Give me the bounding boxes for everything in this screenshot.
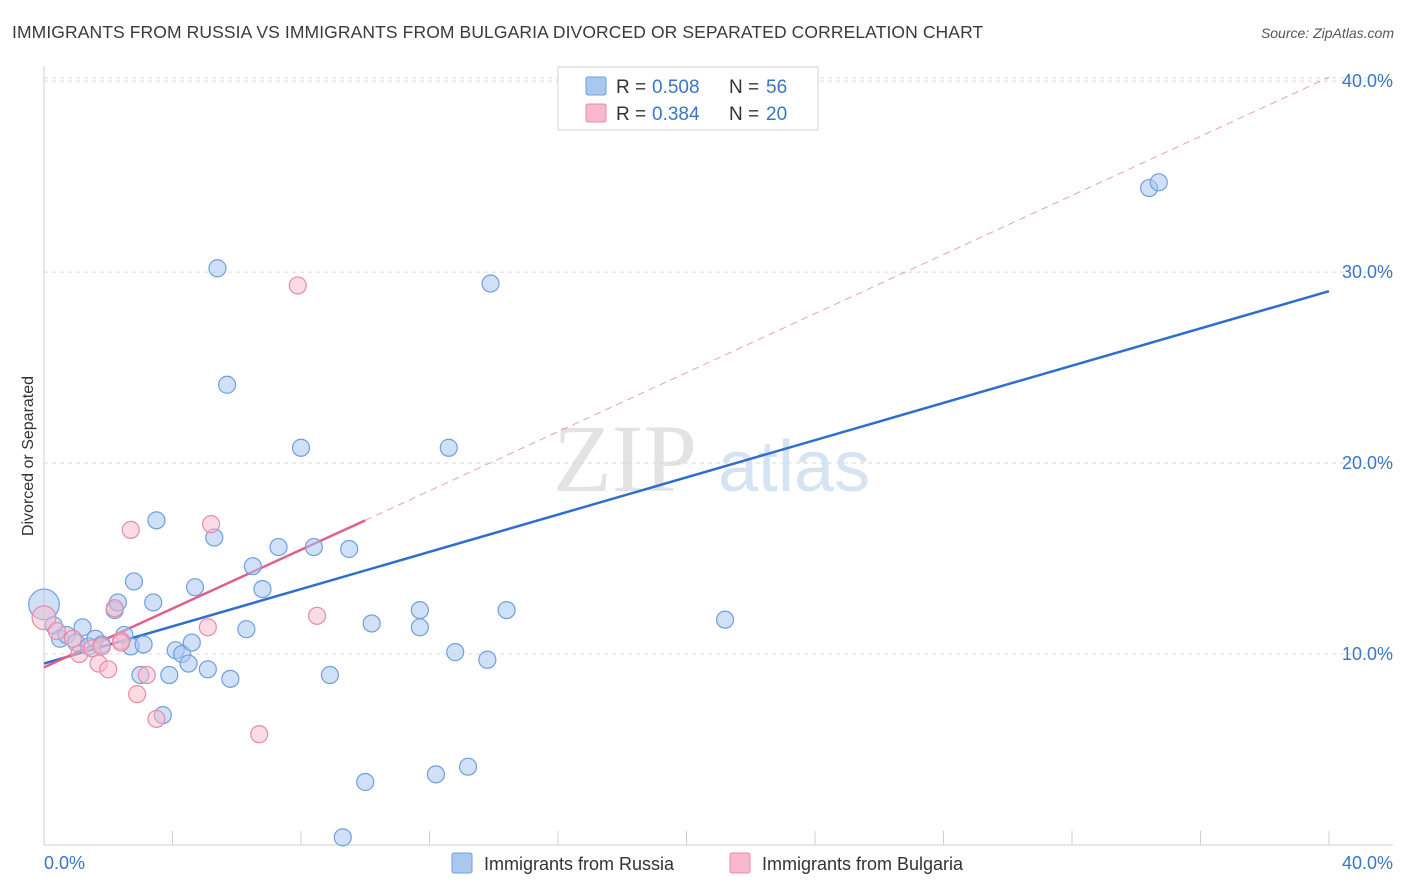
bottom-legend-bulgaria-label: Immigrants from Bulgaria <box>762 854 964 874</box>
y-tick-label-40: 40.0% <box>1342 71 1393 91</box>
legend-russia-r-value: 0.508 <box>652 77 700 98</box>
legend-bulgaria-swatch <box>585 103 607 123</box>
russia-point-48 <box>481 274 500 293</box>
legend-russia-swatch <box>585 76 607 96</box>
legend-russia-n-label: N = <box>729 77 759 98</box>
russia-point-33 <box>269 537 288 557</box>
bulgaria-point-19 <box>111 633 131 652</box>
legend-bulgaria-r-value: 0.384 <box>652 104 700 125</box>
bulgaria-point-15 <box>201 515 221 534</box>
russia-point-36 <box>320 665 340 685</box>
russia-point-47 <box>478 650 497 669</box>
russia-point-23 <box>182 633 201 652</box>
y-tick-label-20: 20.0% <box>1342 453 1393 473</box>
correlation-legend: R = 0.508 N = 56 R = 0.384 N = 20 <box>557 66 819 131</box>
russia-point-19 <box>160 665 179 685</box>
bulgaria-point-2 <box>63 629 83 648</box>
russia-point-50 <box>715 610 735 629</box>
watermark-atlas: atlas <box>718 427 870 507</box>
russia-point-13 <box>124 572 144 591</box>
russia-point-32 <box>253 579 272 599</box>
bulgaria-point-1 <box>47 622 66 641</box>
russia-point-34 <box>291 438 311 457</box>
bottom-legend-russia-swatch <box>451 852 473 874</box>
chart-title: IMMIGRANTS FROM RUSSIA VS IMMIGRANTS FRO… <box>12 22 984 42</box>
russia-point-15 <box>134 635 153 654</box>
russia-point-44 <box>439 438 458 457</box>
series-legend: Immigrants from Russia Immigrants from B… <box>451 852 964 874</box>
y-tick-label-10: 10.0% <box>1342 644 1393 664</box>
x-tick-label-max: 40.0% <box>1342 853 1393 873</box>
bulgaria-point-17 <box>288 276 307 295</box>
russia-point-40 <box>362 614 381 633</box>
legend-bulgaria-n-value: 20 <box>766 104 787 125</box>
bulgaria-point-0 <box>31 605 57 631</box>
russia-point-35 <box>304 537 323 557</box>
x-tick-label-min: 0.0% <box>44 853 85 873</box>
russia-point-52 <box>1149 173 1168 192</box>
russia-point-46 <box>458 757 478 776</box>
bottom-legend-bulgaria-swatch <box>729 852 751 874</box>
russia-point-37 <box>333 828 352 847</box>
bulgaria-point-12 <box>137 665 156 685</box>
russia-point-16 <box>144 593 163 612</box>
bulgaria-point-18 <box>307 606 327 625</box>
y-axis-label: Divorced or Separated <box>20 376 37 536</box>
bulgaria-point-7 <box>99 660 118 679</box>
russia-point-39 <box>356 772 375 792</box>
trend-line-russia <box>43 289 1330 665</box>
bulgaria-point-6 <box>92 637 111 656</box>
legend-russia-r-label: R = <box>616 77 646 98</box>
legend-bulgaria-n-label: N = <box>729 104 759 125</box>
russia-point-24 <box>185 578 205 597</box>
legend-russia-n-value: 56 <box>766 77 787 98</box>
y-tick-label-30: 30.0% <box>1342 262 1393 282</box>
russia-point-41 <box>410 600 429 620</box>
russia-point-43 <box>426 765 446 784</box>
russia-point-38 <box>340 539 359 559</box>
bulgaria-point-13 <box>147 709 166 729</box>
russia-point-49 <box>497 600 516 620</box>
russia-point-27 <box>208 259 227 278</box>
bulgaria-point-11 <box>128 685 147 704</box>
russia-point-28 <box>218 375 237 394</box>
russia-point-29 <box>221 669 240 688</box>
russia-point-30 <box>237 620 256 639</box>
source-label: Source: ZipAtlas.com <box>1260 25 1394 41</box>
russia-point-25 <box>198 660 217 679</box>
legend-bulgaria-r-label: R = <box>616 104 646 125</box>
bulgaria-point-14 <box>198 618 217 637</box>
russia-point-17 <box>147 511 166 530</box>
russia-point-31 <box>243 557 262 576</box>
russia-point-45 <box>446 643 465 662</box>
trend-line-bulgaria-extension <box>365 76 1330 521</box>
russia-point-22 <box>179 654 198 673</box>
bulgaria-point-16 <box>250 725 269 744</box>
russia-point-42 <box>410 618 429 637</box>
bulgaria-point-10 <box>121 520 140 539</box>
bottom-legend-russia-label: Immigrants from Russia <box>484 854 675 874</box>
bulgaria-point-8 <box>105 599 124 618</box>
